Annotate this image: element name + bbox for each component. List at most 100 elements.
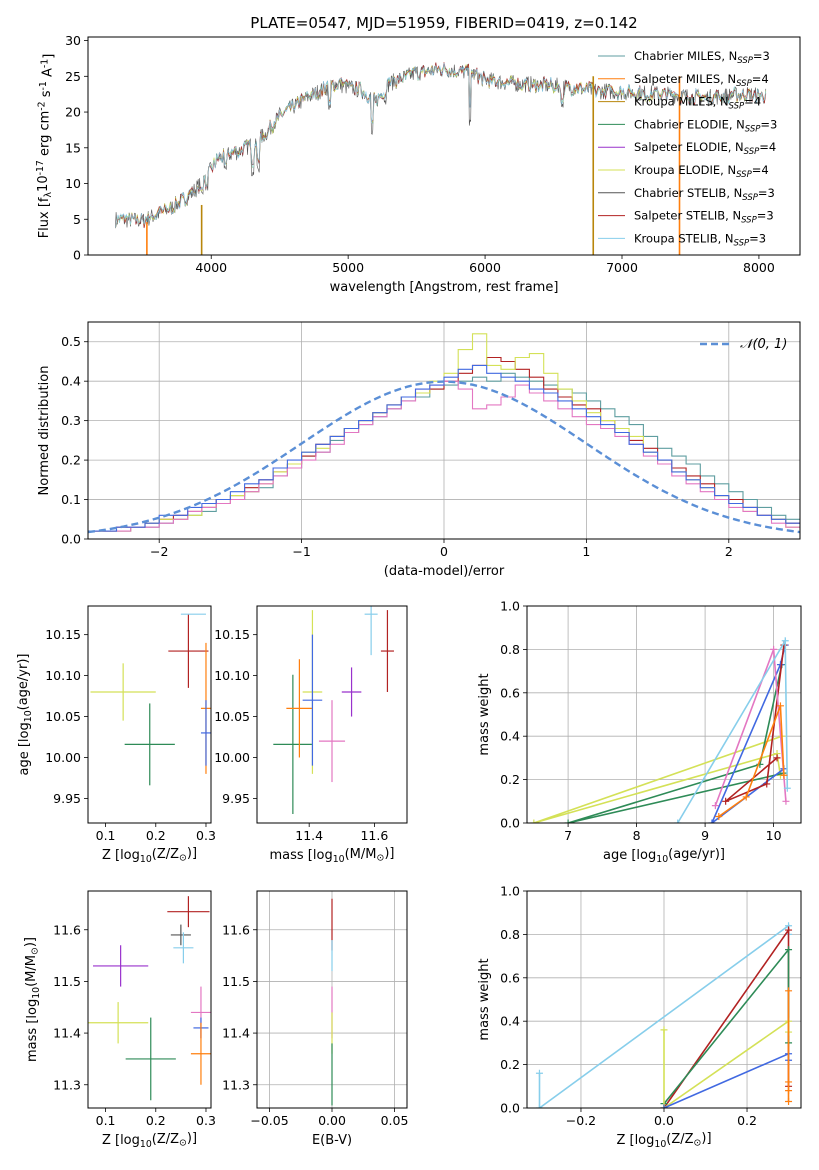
errorbar-point (190, 1022, 211, 1085)
x-tick-label: −0.2 (566, 1113, 596, 1128)
axes-frame (87, 321, 801, 540)
axes-frame (256, 890, 408, 1109)
x-tick-label: 0.3 (196, 828, 216, 843)
x-tick-label: 0.1 (96, 1113, 116, 1128)
y-tick-label: 5 (73, 212, 81, 227)
weight-marker (660, 1104, 668, 1108)
y-tick-label: 15 (65, 140, 81, 155)
y-tick-label: 10.10 (45, 668, 81, 683)
y-tick-label: 0.0 (500, 816, 520, 831)
legend-item: Salpeter MILES, NSSP=4 (598, 72, 769, 89)
plot-area (273, 606, 394, 814)
y-tick-label: 10.05 (214, 709, 250, 724)
y-tick-label: 0.4 (61, 374, 81, 389)
legend-item: Chabrier ELODIE, NSSP=3 (598, 117, 777, 134)
weight-marker (535, 1104, 543, 1108)
errorbar-point (170, 924, 191, 946)
weight-marker (715, 812, 723, 820)
spectrum-panel: 4000 5000 6000 7000 8000 0 5 10 15 20 25 30 waveleng… (35, 33, 801, 295)
y-tick-label: 0.5 (61, 334, 81, 349)
errorbar-point (90, 663, 156, 721)
x-axis-label: mass [log10​(M/M⊙​)] (270, 846, 395, 865)
weight-marker (785, 1087, 793, 1095)
weight-marker (785, 926, 793, 934)
normal-distribution-curve (88, 380, 800, 534)
weight-marker (763, 780, 771, 788)
y-axis-label: mass [log10​(M/M⊙​)] (23, 937, 42, 1062)
legend-label: Chabrier ELODIE, NSSP=3 (634, 117, 777, 134)
y-tick-label: 11.4 (222, 1026, 250, 1041)
errorbar-point (93, 945, 149, 987)
x-tick-label: 0 (440, 544, 448, 559)
x-tick-label: 8 (633, 828, 641, 843)
y-axis-label: Flux [fλ​10-17​ erg cm-2​ s-1​ A-1​] (35, 54, 57, 239)
y-tick-label: 0.8 (500, 927, 520, 942)
errorbar-point (200, 700, 211, 766)
x-tick-label: 11.4 (295, 828, 323, 843)
y-tick-label: 10.00 (45, 750, 81, 765)
y-tick-label: 0.2 (500, 772, 520, 787)
weight-marker (783, 784, 791, 792)
legend-item: Chabrier MILES, NSSP=3 (598, 49, 770, 66)
y-tick-label: 10.05 (45, 709, 81, 724)
x-tick-label: 0.2 (737, 1113, 757, 1128)
weight-marker (535, 1069, 543, 1077)
residual-histogram-panel: −2 −1 0 1 2 0.0 0.1 0.2 0.3 0.4 0.5 (data-model)/er… (37, 321, 801, 579)
errorbar-point (380, 610, 394, 692)
y-tick-label: 0.3 (61, 413, 81, 428)
errorbar-point (124, 703, 175, 786)
weight-marker (711, 802, 719, 810)
legend-item: Salpeter STELIB, NSSP=3 (598, 209, 774, 226)
y-tick-label: 0.4 (500, 729, 520, 744)
x-tick-label: 0.0 (654, 1113, 674, 1128)
weight-series-line (714, 649, 787, 806)
x-tick-label: 7 (564, 828, 572, 843)
weight-marker (674, 819, 682, 823)
y-tick-label: 0.6 (500, 970, 520, 985)
errorbar-point (318, 700, 346, 783)
age-vs-metallicity-panel: 0.1 0.2 0.3 9.95 10.00 10.05 10.10 10.15 Z [log1… (16, 605, 216, 865)
legend-label: Salpeter STELIB, NSSP=3 (634, 209, 774, 226)
y-tick-label: 10.15 (45, 627, 81, 642)
x-tick-label: 0.2 (146, 828, 166, 843)
errorbar-point (88, 1002, 149, 1044)
weight-series-line (711, 644, 786, 823)
mass-vs-ebv-panel: −0.05 0.00 0.05 11.3 11.4 11.5 11.6 E(B-V) (222, 890, 408, 1148)
errorbar-point (168, 614, 209, 688)
weight-marker (776, 702, 784, 710)
errorbar-point (341, 667, 362, 717)
x-axis-label: wavelength [Angstrom, rest frame] (330, 280, 559, 295)
errorbar-point (364, 606, 378, 656)
age-vs-mass-panel: 11.4 11.6 9.95 10.00 10.05 10.10 10.15 mass [lo… (214, 605, 408, 865)
y-tick-label: 11.5 (53, 974, 81, 989)
weight-marker (785, 1097, 793, 1105)
weight-marker (785, 946, 793, 954)
figure-title: PLATE=0547, MJD=51959, FIBERID=0419, z=0… (250, 14, 637, 32)
weight-marker (530, 819, 538, 823)
y-tick-label: 1.0 (500, 599, 520, 614)
y-tick-label: 10.00 (214, 750, 250, 765)
x-tick-label: 9 (701, 828, 709, 843)
histogram-series (88, 364, 800, 532)
legend: Chabrier MILES, NSSP=3 Salpeter MILES, NS… (598, 49, 777, 248)
x-tick-label: −2 (150, 544, 168, 559)
axes-frame (526, 890, 802, 1109)
y-tick-label: 10 (65, 176, 81, 191)
errorbar-point (167, 896, 210, 928)
weight-marker (785, 987, 793, 995)
y-tick-label: 0 (73, 248, 81, 263)
plot-area (88, 333, 800, 534)
weight-marker (770, 645, 778, 653)
y-tick-label: 0.2 (61, 453, 81, 468)
y-tick-label: 11.6 (53, 922, 81, 937)
y-tick-label: 9.95 (53, 791, 81, 806)
x-tick-label: 6000 (469, 260, 501, 275)
weight-vs-metallicity-panel: −0.2 0.0 0.2 0.0 0.2 0.4 0.6 0.8 1.0 Z [log10​(Z/… (477, 884, 802, 1150)
axes-frame (256, 605, 408, 824)
errorbar-point (286, 659, 313, 758)
x-axis-label: age [log10​(age/yr)] (603, 847, 725, 865)
weight-marker (722, 797, 730, 805)
model-spectrum-line (115, 62, 767, 229)
legend-label: Chabrier MILES, NSSP=3 (634, 49, 770, 66)
